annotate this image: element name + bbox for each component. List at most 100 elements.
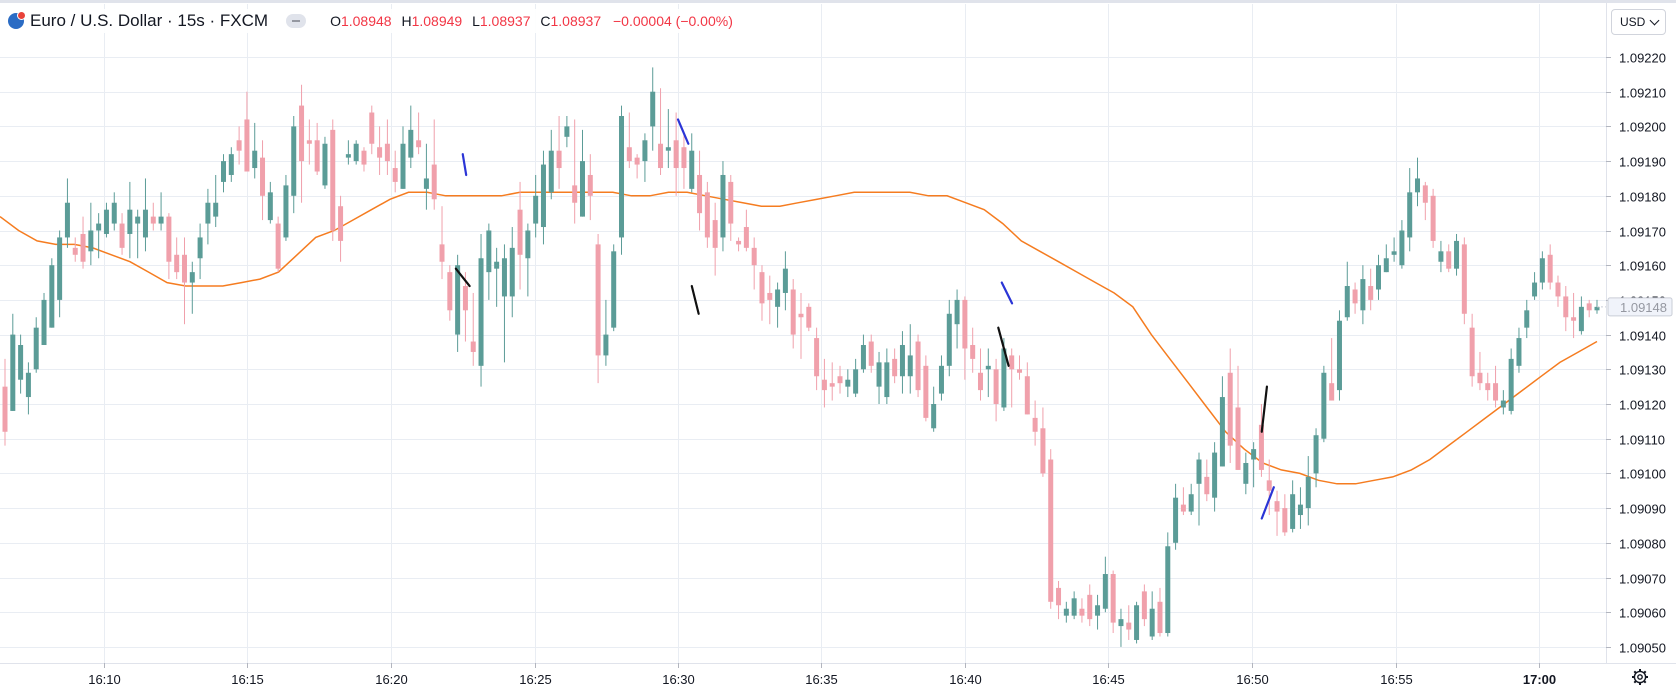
candle-body xyxy=(658,143,664,169)
candle-body xyxy=(572,185,578,203)
candle-body xyxy=(915,341,921,391)
last-price-label: 1.09148 xyxy=(1620,300,1667,315)
symbol-title[interactable]: Euro / U.S. Dollar · 15s · FXCM xyxy=(30,11,269,30)
candle xyxy=(1477,351,1483,391)
candle xyxy=(377,126,383,175)
candle-body xyxy=(1305,476,1311,509)
gear-icon[interactable] xyxy=(1631,668,1649,686)
candle-body xyxy=(634,157,640,165)
candle xyxy=(876,351,882,404)
currency-button[interactable]: USD xyxy=(1611,9,1666,35)
candle xyxy=(1017,355,1023,380)
candle-body xyxy=(1095,605,1101,616)
candle-body xyxy=(790,289,796,335)
candle xyxy=(907,324,913,394)
candle xyxy=(1009,348,1015,408)
candle-body xyxy=(213,202,219,217)
candle-body xyxy=(1500,400,1506,408)
candle-body xyxy=(1063,608,1069,616)
candle-body xyxy=(806,306,812,328)
candle-body xyxy=(860,345,866,370)
candle-body xyxy=(111,202,117,224)
candle-body xyxy=(938,365,944,394)
candle xyxy=(221,154,227,193)
candle xyxy=(1102,556,1108,613)
candle-body xyxy=(1266,480,1272,491)
candle xyxy=(25,362,31,415)
candle xyxy=(1196,452,1202,526)
candle-body xyxy=(142,209,148,238)
candle-body xyxy=(1469,327,1475,377)
price-axis[interactable]: 1.09220 1.09210 1.09200 1.09190 1.09180 1.091… xyxy=(1606,51,1666,656)
moving-average-line xyxy=(0,191,1598,485)
candle xyxy=(1438,240,1444,273)
candle-body xyxy=(1415,178,1421,193)
candle-body xyxy=(782,268,788,293)
candle xyxy=(1469,313,1475,387)
candle-body xyxy=(416,140,422,148)
candle xyxy=(314,122,320,175)
candle xyxy=(931,386,937,432)
candle-body xyxy=(548,150,554,193)
candle-body xyxy=(400,143,406,189)
y-tick-label: 1.09210 xyxy=(1619,86,1666,101)
time-axis[interactable]: 16:10 16:15 16:20 16:25 16:30 16:35 16:40 16:45… xyxy=(88,663,1556,687)
candle xyxy=(88,202,94,266)
candle-body xyxy=(1212,452,1218,498)
y-tick-label: 1.09060 xyxy=(1619,606,1666,621)
candle-body xyxy=(775,289,781,307)
candle-body xyxy=(931,404,937,429)
ohlc-values: O1.08948 H1.08949 L1.08937 C1.08937 −0.0… xyxy=(324,13,733,29)
candle xyxy=(1243,452,1249,495)
candle xyxy=(1274,490,1280,536)
y-tick-label: 1.09190 xyxy=(1619,155,1666,170)
y-tick-label: 1.09130 xyxy=(1619,363,1666,378)
candle xyxy=(634,154,640,179)
candle-body xyxy=(1555,282,1561,297)
candle xyxy=(697,150,703,231)
candle-body xyxy=(330,129,336,231)
candle xyxy=(1048,449,1054,609)
candle-body xyxy=(728,181,734,224)
x-tick-label: 16:30 xyxy=(662,672,695,687)
candle-body xyxy=(1001,348,1007,408)
candle-body xyxy=(868,341,874,366)
candle-body xyxy=(970,345,976,359)
candle-body xyxy=(845,379,851,387)
candle xyxy=(1485,372,1491,401)
candle xyxy=(345,140,351,165)
candle-body xyxy=(361,150,367,165)
candle-body xyxy=(587,174,593,196)
candle xyxy=(197,223,203,280)
eye-icon[interactable] xyxy=(286,14,307,28)
x-tick-label: 16:55 xyxy=(1380,672,1413,687)
candle-body xyxy=(533,195,539,224)
candle xyxy=(540,150,546,245)
candle xyxy=(1368,268,1374,311)
candle xyxy=(1446,244,1452,273)
currency-pair-icon[interactable] xyxy=(8,11,26,29)
candle-body xyxy=(954,299,960,325)
candle xyxy=(1329,338,1335,401)
candle-body xyxy=(798,313,804,318)
candle xyxy=(1516,327,1522,373)
candle xyxy=(57,230,63,318)
symbol-legend: Euro / U.S. Dollar · 15s · FXCM O1.08948… xyxy=(8,9,739,33)
candle xyxy=(1157,587,1163,637)
candle xyxy=(884,348,890,404)
candle-body xyxy=(751,247,757,266)
candle xyxy=(1040,407,1046,477)
candle xyxy=(1204,459,1210,502)
user-drawings[interactable] xyxy=(454,118,1606,520)
candle xyxy=(2,358,8,446)
candle xyxy=(821,358,827,408)
high-value: 1.08949 xyxy=(411,13,463,29)
candle xyxy=(205,188,211,245)
candle-body xyxy=(907,355,913,377)
candle xyxy=(1282,494,1288,536)
candle-body xyxy=(423,178,429,189)
candle xyxy=(267,181,273,224)
candle xyxy=(853,358,859,398)
candle xyxy=(299,84,305,203)
